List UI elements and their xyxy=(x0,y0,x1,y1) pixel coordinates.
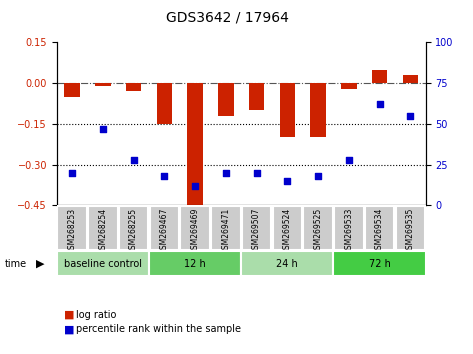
FancyBboxPatch shape xyxy=(57,206,87,250)
FancyBboxPatch shape xyxy=(333,251,426,276)
Text: percentile rank within the sample: percentile rank within the sample xyxy=(76,324,241,334)
Point xyxy=(345,157,352,162)
Bar xyxy=(218,83,234,116)
Text: GSM268253: GSM268253 xyxy=(68,207,77,254)
Bar xyxy=(64,83,80,97)
FancyBboxPatch shape xyxy=(149,251,241,276)
Bar xyxy=(310,83,326,137)
Text: GDS3642 / 17964: GDS3642 / 17964 xyxy=(166,11,289,25)
Text: GSM269533: GSM269533 xyxy=(344,207,353,254)
Text: GSM269467: GSM269467 xyxy=(160,207,169,254)
Text: ■: ■ xyxy=(64,310,74,320)
Point xyxy=(314,173,322,179)
Point xyxy=(68,170,76,176)
FancyBboxPatch shape xyxy=(149,206,179,250)
Text: GSM269469: GSM269469 xyxy=(191,207,200,254)
Bar xyxy=(372,70,387,83)
Bar xyxy=(341,83,357,88)
Bar xyxy=(95,83,111,86)
Point xyxy=(191,183,199,189)
Bar xyxy=(126,83,141,91)
Text: GSM269525: GSM269525 xyxy=(314,207,323,254)
Text: 12 h: 12 h xyxy=(184,259,206,269)
FancyBboxPatch shape xyxy=(241,251,333,276)
FancyBboxPatch shape xyxy=(88,206,118,250)
Text: GSM268255: GSM268255 xyxy=(129,207,138,254)
Bar xyxy=(187,83,203,211)
FancyBboxPatch shape xyxy=(211,206,241,250)
Text: GSM269507: GSM269507 xyxy=(252,207,261,254)
FancyBboxPatch shape xyxy=(119,206,149,250)
Point xyxy=(283,178,291,184)
FancyBboxPatch shape xyxy=(365,206,394,250)
Text: log ratio: log ratio xyxy=(76,310,116,320)
Text: GSM269535: GSM269535 xyxy=(406,207,415,254)
FancyBboxPatch shape xyxy=(242,206,272,250)
Bar xyxy=(249,83,264,110)
Bar xyxy=(157,83,172,124)
Text: GSM269471: GSM269471 xyxy=(221,207,230,254)
Point xyxy=(99,126,107,132)
Point xyxy=(406,113,414,119)
Text: GSM269524: GSM269524 xyxy=(283,207,292,254)
FancyBboxPatch shape xyxy=(57,251,149,276)
FancyBboxPatch shape xyxy=(334,206,364,250)
Text: time: time xyxy=(5,259,27,269)
Bar xyxy=(280,83,295,137)
Point xyxy=(253,170,260,176)
FancyBboxPatch shape xyxy=(303,206,333,250)
Point xyxy=(130,157,137,162)
Text: GSM268254: GSM268254 xyxy=(98,207,107,254)
FancyBboxPatch shape xyxy=(180,206,210,250)
Text: 72 h: 72 h xyxy=(368,259,391,269)
Point xyxy=(222,170,230,176)
Point xyxy=(376,102,383,107)
Text: GSM269534: GSM269534 xyxy=(375,207,384,254)
Text: baseline control: baseline control xyxy=(64,259,142,269)
FancyBboxPatch shape xyxy=(272,206,302,250)
Text: 24 h: 24 h xyxy=(277,259,298,269)
Point xyxy=(160,173,168,179)
Text: ■: ■ xyxy=(64,324,74,334)
Bar xyxy=(403,75,418,83)
FancyBboxPatch shape xyxy=(395,206,425,250)
Text: ▶: ▶ xyxy=(35,259,44,269)
